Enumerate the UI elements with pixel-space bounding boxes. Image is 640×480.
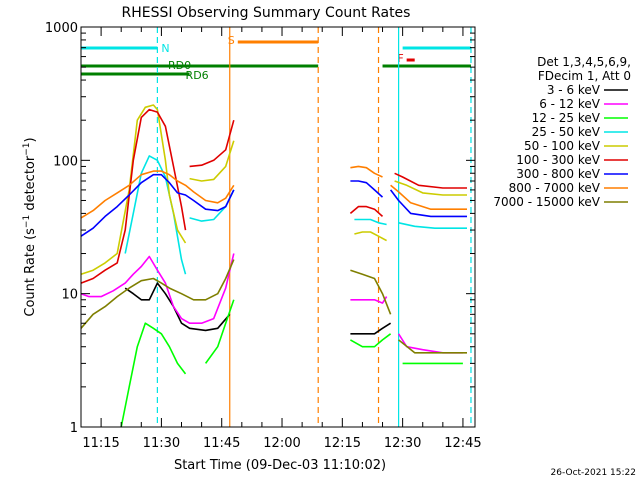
flag-label-s: S xyxy=(228,34,235,47)
x-tick-label: 11:30 xyxy=(143,436,180,451)
legend-header-line-2: FDecim 1, Att 0 xyxy=(538,69,631,83)
x-tick-label: 12:30 xyxy=(384,436,421,451)
flag-label-rd6: RD6 xyxy=(186,69,209,82)
legend-label: 6 - 12 keV xyxy=(539,97,601,111)
y-axis: 1 10 100 1000 xyxy=(45,21,475,436)
legend-label: 12 - 25 keV xyxy=(532,111,601,125)
plot-area-frame xyxy=(80,26,476,428)
series-line-300-800-kev xyxy=(80,173,467,237)
series-line-100-300-kev xyxy=(80,108,467,284)
y-tick-label: 10 xyxy=(61,288,78,303)
legend-label: 3 - 6 keV xyxy=(547,83,601,97)
series-line-50-100-kev xyxy=(80,104,467,275)
legend-label: 7000 - 15000 keV xyxy=(493,195,600,209)
y-tick-label: 1000 xyxy=(45,21,78,36)
x-axis: 11:15 11:30 11:45 12:00 12:15 12:30 12:45 xyxy=(80,27,482,451)
y-axis-label-mid: detector xyxy=(23,155,38,215)
chart-title: RHESSI Observing Summary Count Rates xyxy=(122,5,411,21)
timestamp: 26-Oct-2021 15:22 xyxy=(551,468,636,478)
y-axis-label-main: Count Rate (s xyxy=(23,228,38,317)
legend-label: 100 - 300 keV xyxy=(516,153,600,167)
legend: Det 1,3,4,5,6,9, FDecim 1, Att 0 3 - 6 k… xyxy=(493,55,631,209)
x-tick-label: 11:15 xyxy=(82,436,119,451)
y-axis-label: Count Rate (s−1 detector−1) xyxy=(22,137,38,316)
legend-label: 25 - 50 keV xyxy=(532,125,601,139)
y-axis-label-exp1: −1 xyxy=(22,215,32,228)
series-line-12-25-kev xyxy=(120,299,463,428)
series-line-25-50-kev xyxy=(124,155,467,275)
y-tick-label: 100 xyxy=(53,154,78,169)
x-tick-label: 11:45 xyxy=(203,436,240,451)
x-tick-label: 12:00 xyxy=(263,436,300,451)
legend-label: 50 - 100 keV xyxy=(524,139,601,153)
flag-label-f: F xyxy=(397,52,403,65)
legend-header-line-1: Det 1,3,4,5,6,9, xyxy=(537,55,631,69)
x-tick-label: 12:15 xyxy=(324,436,361,451)
series-lines xyxy=(80,104,467,428)
series-line-6-12-kev xyxy=(80,253,463,354)
x-tick-label: 12:45 xyxy=(444,436,481,451)
series-line-800-7000-kev xyxy=(80,165,467,219)
x-axis-label: Start Time (09-Dec-03 11:10:02) xyxy=(174,458,386,473)
y-tick-label: 1 xyxy=(70,421,78,436)
series-line-3-6-kev xyxy=(124,282,392,335)
y-axis-label-exp2: −1 xyxy=(22,142,32,155)
legend-label: 800 - 7000 keV xyxy=(509,181,601,195)
time-markers xyxy=(156,27,472,427)
flag-label-rd0: RD0 xyxy=(168,59,191,72)
series-line-7000-15000-kev xyxy=(80,259,467,354)
y-axis-label-end: ) xyxy=(23,137,38,142)
flag-label-n: N xyxy=(161,42,169,55)
legend-label: 300 - 800 keV xyxy=(516,167,600,181)
